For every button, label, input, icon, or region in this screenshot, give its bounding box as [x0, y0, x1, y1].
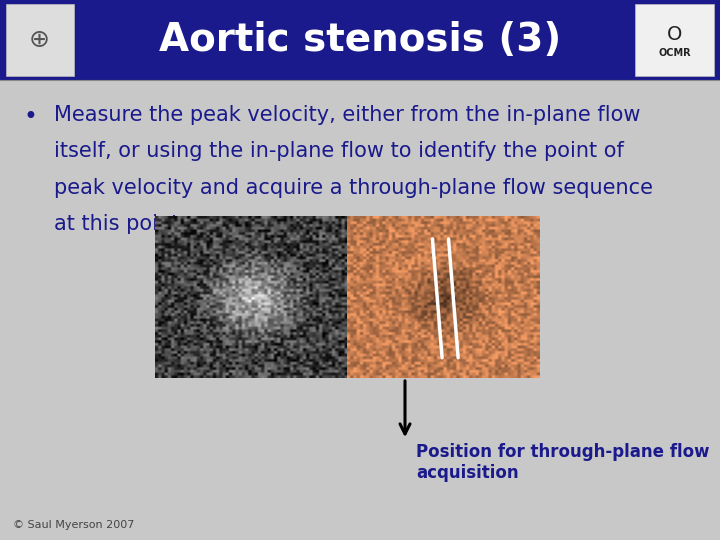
Text: O: O: [667, 25, 683, 44]
Text: Aortic stenosis (3): Aortic stenosis (3): [159, 21, 561, 59]
Text: OCMR: OCMR: [658, 49, 691, 58]
Text: In-plane flow in LVOT view: In-plane flow in LVOT view: [351, 219, 526, 229]
Text: itself, or using the in-plane flow to identify the point of: itself, or using the in-plane flow to id…: [54, 141, 624, 161]
Text: Position for through-plane flow
acquisition: Position for through-plane flow acquisit…: [416, 443, 709, 482]
Text: Measure the peak velocity, either from the in-plane flow: Measure the peak velocity, either from t…: [54, 105, 641, 125]
Text: at this point:: at this point:: [54, 214, 186, 234]
Text: ⊕: ⊕: [29, 28, 50, 52]
Text: •: •: [23, 105, 37, 129]
Bar: [0, 0, 720, 80]
Text: peak velocity and acquire a through-plane flow sequence: peak velocity and acquire a through-plan…: [54, 178, 653, 198]
Bar: [0, 80, 720, 540]
Text: © Saul Myerson 2007: © Saul Myerson 2007: [13, 520, 135, 530]
Bar: [635, 4, 714, 76]
Bar: [6, 4, 74, 76]
